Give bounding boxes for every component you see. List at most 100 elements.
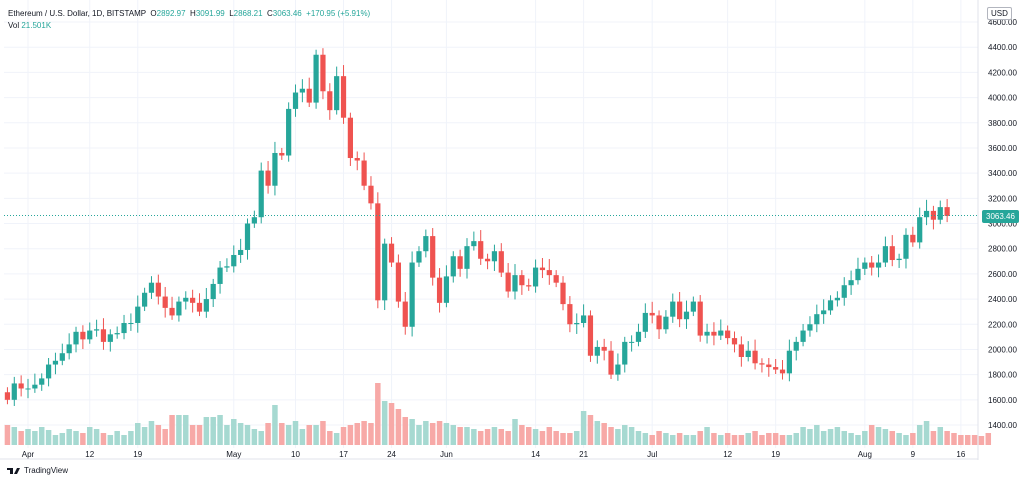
volume-bar	[135, 423, 141, 445]
low-label: L	[229, 9, 234, 18]
volume-bar	[868, 425, 875, 445]
volume-bar	[285, 425, 292, 445]
volume-bar	[546, 427, 553, 445]
time-tick-label: 9	[911, 450, 916, 459]
candle-body	[608, 350, 614, 375]
price-tick-label: 4000.00	[988, 94, 1017, 103]
volume-bar	[93, 429, 100, 445]
candle-body	[498, 251, 504, 273]
candle-body	[334, 76, 340, 111]
candle-body	[443, 276, 450, 303]
candle-body	[231, 254, 237, 267]
volume-bar	[32, 431, 38, 445]
time-tick-label: 10	[291, 450, 300, 459]
tradingview-icon	[7, 467, 20, 474]
volume-bar	[306, 425, 312, 445]
volume-bar	[265, 423, 271, 445]
candle-body	[52, 360, 59, 365]
volume-bar	[457, 427, 463, 445]
grid-lines	[0, 0, 979, 460]
volume-bar	[73, 431, 79, 445]
time-tick-label: May	[226, 450, 241, 459]
time-tick-label: 14	[531, 450, 540, 459]
tradingview-logo[interactable]: TradingView	[7, 466, 68, 475]
volume-value: 21.501K	[21, 21, 52, 30]
volume-bar	[409, 419, 415, 445]
high-label: H	[190, 9, 196, 18]
volume-bar	[896, 433, 902, 445]
volume-bar	[258, 431, 264, 445]
volume-bar	[580, 411, 587, 445]
volume-bar	[86, 427, 93, 445]
price-axis[interactable]: 4600.00 4400.00 4200.00 4000.00 3800.00 3600.…	[988, 18, 1017, 430]
currency-button[interactable]: USD	[987, 7, 1012, 20]
volume-bar	[704, 427, 710, 445]
candle-body	[59, 353, 65, 361]
candle-body	[155, 282, 161, 297]
candle-body	[340, 76, 347, 118]
volume-bar	[320, 421, 326, 445]
candle-body	[382, 243, 388, 301]
candle-body	[409, 262, 415, 327]
candle-body	[697, 301, 703, 336]
volume-bar	[608, 427, 614, 445]
candle-body	[731, 338, 738, 345]
candle-body	[773, 367, 779, 370]
candle-body	[484, 258, 491, 262]
candle-body	[656, 315, 662, 330]
candle-body	[505, 272, 511, 292]
volume-bar	[354, 423, 360, 445]
candle-body	[210, 283, 216, 300]
candle-body	[759, 363, 765, 365]
volume-bar	[903, 435, 909, 445]
volume-bar	[560, 433, 566, 445]
time-tick-label: 16	[956, 450, 965, 459]
volume-bar	[923, 421, 930, 445]
candle-body	[649, 312, 655, 316]
price-tick-label: 2000.00	[988, 345, 1017, 354]
candle-body	[457, 256, 463, 269]
candle-body	[677, 301, 683, 320]
volume-bar	[889, 431, 896, 445]
candle-body	[18, 383, 24, 389]
candle-body	[238, 249, 244, 255]
time-tick-label: 21	[579, 450, 588, 459]
candle-body	[786, 350, 792, 374]
candle-body	[320, 54, 326, 92]
candle-body	[546, 270, 552, 276]
candle-body	[622, 341, 628, 365]
volume-bar	[539, 431, 546, 445]
volume-bar	[766, 433, 772, 445]
candle-body	[827, 300, 834, 311]
candle-body	[272, 152, 278, 186]
volume-bar	[683, 435, 690, 445]
volume-bar	[279, 423, 285, 445]
volume-bar	[731, 435, 738, 445]
volume-bar	[464, 427, 470, 445]
candle-body	[567, 304, 573, 325]
volume-bar	[834, 427, 841, 445]
volume-bar	[971, 435, 978, 445]
candle-body	[841, 285, 847, 298]
volume-bar	[347, 425, 354, 445]
candle-body	[25, 388, 31, 390]
volume-bar	[224, 425, 230, 445]
candle-body	[580, 315, 587, 323]
change-value: +170.95 (+5.91%)	[306, 9, 371, 18]
time-axis[interactable]: Apr 12 19 May 10 17 24 Jun 14 21 Jul 12 19 Aug 9 16	[22, 450, 966, 459]
volume-bar	[491, 427, 498, 445]
candle-body	[615, 364, 621, 375]
volume-bar	[820, 431, 827, 445]
symbol-title[interactable]: Ethereum / U.S. Dollar, 1D, BITSTAMP	[8, 9, 146, 18]
volume-bar	[443, 423, 450, 445]
candle-body	[299, 88, 305, 93]
candle-body	[869, 262, 875, 268]
high-value: 3091.99	[195, 9, 225, 18]
candle-body	[100, 329, 107, 342]
price-candles	[4, 48, 950, 406]
price-tick-label: 4400.00	[988, 43, 1017, 52]
volume-bar	[779, 435, 786, 445]
candle-body	[80, 331, 86, 340]
volume-bar	[272, 405, 278, 445]
